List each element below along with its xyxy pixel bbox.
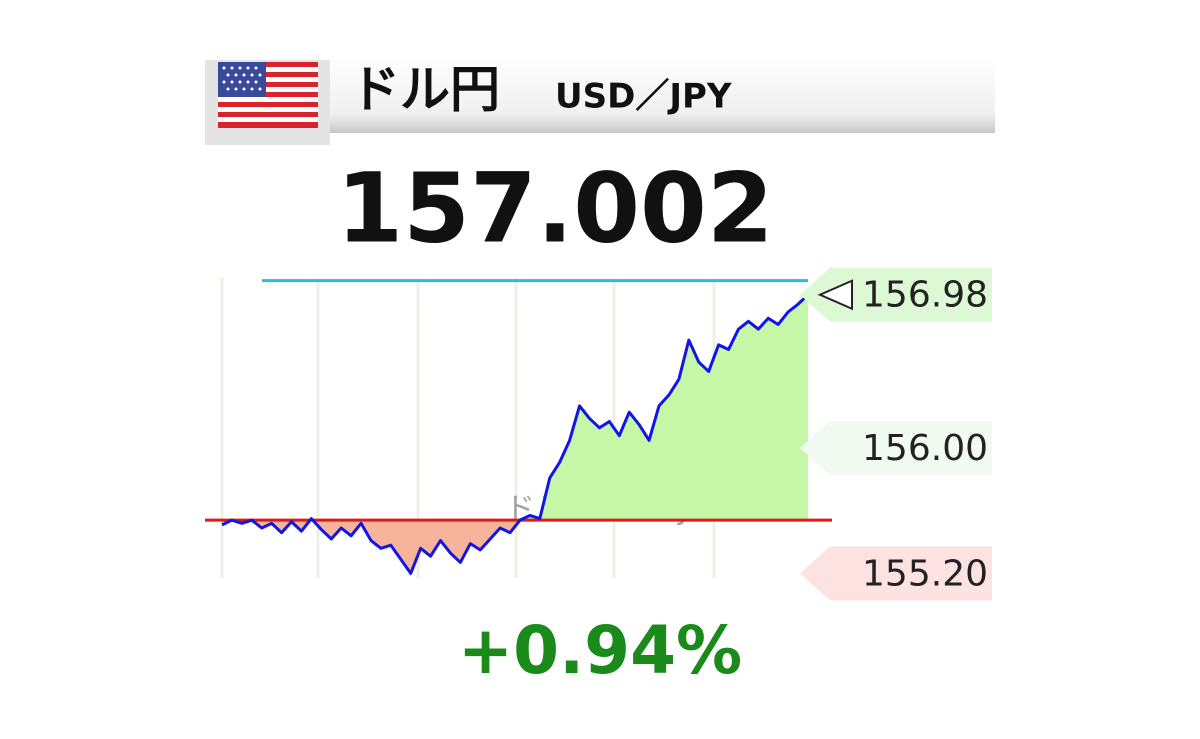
tick-tag (800, 421, 992, 476)
area-above (310, 294, 808, 521)
current-marker (817, 279, 853, 311)
y-tick-label: 155.20 (862, 553, 988, 594)
us-flag (218, 62, 318, 128)
header-bar (205, 55, 995, 133)
pair-title: ドル円 (350, 61, 500, 119)
price: 157.002 (336, 152, 773, 264)
y-tick-label: 156.98 (862, 275, 988, 316)
pair-code: USD／JPY (555, 77, 732, 117)
tick-tag (800, 546, 992, 601)
change-percent: +0.94% (458, 612, 742, 689)
price-line (221, 293, 810, 575)
y-tick-label: 156.00 (862, 428, 988, 469)
tick-tag (800, 267, 992, 322)
